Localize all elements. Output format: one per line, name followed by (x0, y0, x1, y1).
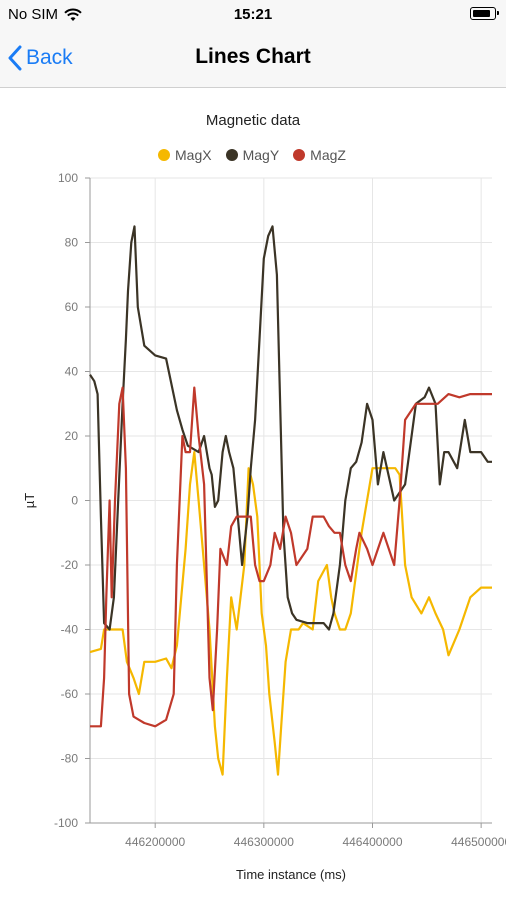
back-button[interactable]: Back (8, 42, 73, 74)
status-left: No SIM (8, 6, 82, 23)
y-tick-label: 60 (65, 300, 79, 314)
x-tick-label: 446200000 (125, 835, 185, 849)
legend-item-magy[interactable]: MagY (225, 145, 280, 165)
legend-label-magy: MagY (242, 147, 280, 163)
y-axis-title: µT (22, 493, 37, 508)
legend-label-magz: MagZ (310, 147, 346, 163)
legend-item-magz[interactable]: MagZ (293, 145, 346, 165)
y-tick-label: -20 (61, 558, 79, 572)
y-tick-label: 0 (71, 494, 78, 508)
y-tick-label: -80 (61, 752, 79, 766)
back-label: Back (26, 46, 73, 69)
x-tick-label: 446300000 (234, 835, 294, 849)
page-title: Lines Chart (195, 45, 311, 68)
legend-label-magx: MagX (175, 147, 212, 163)
chart-legend: MagX MagY MagZ (158, 145, 368, 165)
y-tick-label: -40 (61, 623, 79, 637)
status-time: 15:21 (233, 6, 273, 23)
wifi-icon (64, 8, 82, 21)
legend-marker-magy (225, 149, 238, 161)
chart-title: Magnetic data (205, 112, 301, 129)
y-tick-label: 20 (65, 429, 79, 443)
y-tick-label: -100 (54, 816, 78, 830)
status-bar: No SIM 15:21 (0, 0, 506, 30)
carrier-label: No SIM (8, 6, 59, 23)
battery-icon (470, 7, 499, 20)
x-tick-label: 446500000 (451, 835, 506, 849)
legend-marker-magz (293, 149, 306, 161)
navigation-bar: Back Lines Chart (0, 30, 506, 88)
legend-marker-magx (158, 149, 170, 161)
x-tick-label: 446400000 (342, 835, 402, 849)
chevron-left-icon (8, 45, 22, 71)
line-chart[interactable]: -100 -80 -60 -40 -20 0 20 40 60 80 100 446200000 446… (0, 165, 506, 890)
series-line-magz (90, 386, 492, 728)
x-axis-title: Time instance (ms) (236, 867, 346, 882)
y-tick-label: 40 (65, 365, 79, 379)
y-tick-label: 100 (58, 171, 78, 185)
y-tick-label: -60 (61, 687, 79, 701)
series-line-magx (89, 451, 492, 776)
y-tick-label: 80 (65, 236, 79, 250)
legend-item-magx[interactable]: MagX (158, 145, 212, 165)
series-line-magy (89, 225, 492, 631)
